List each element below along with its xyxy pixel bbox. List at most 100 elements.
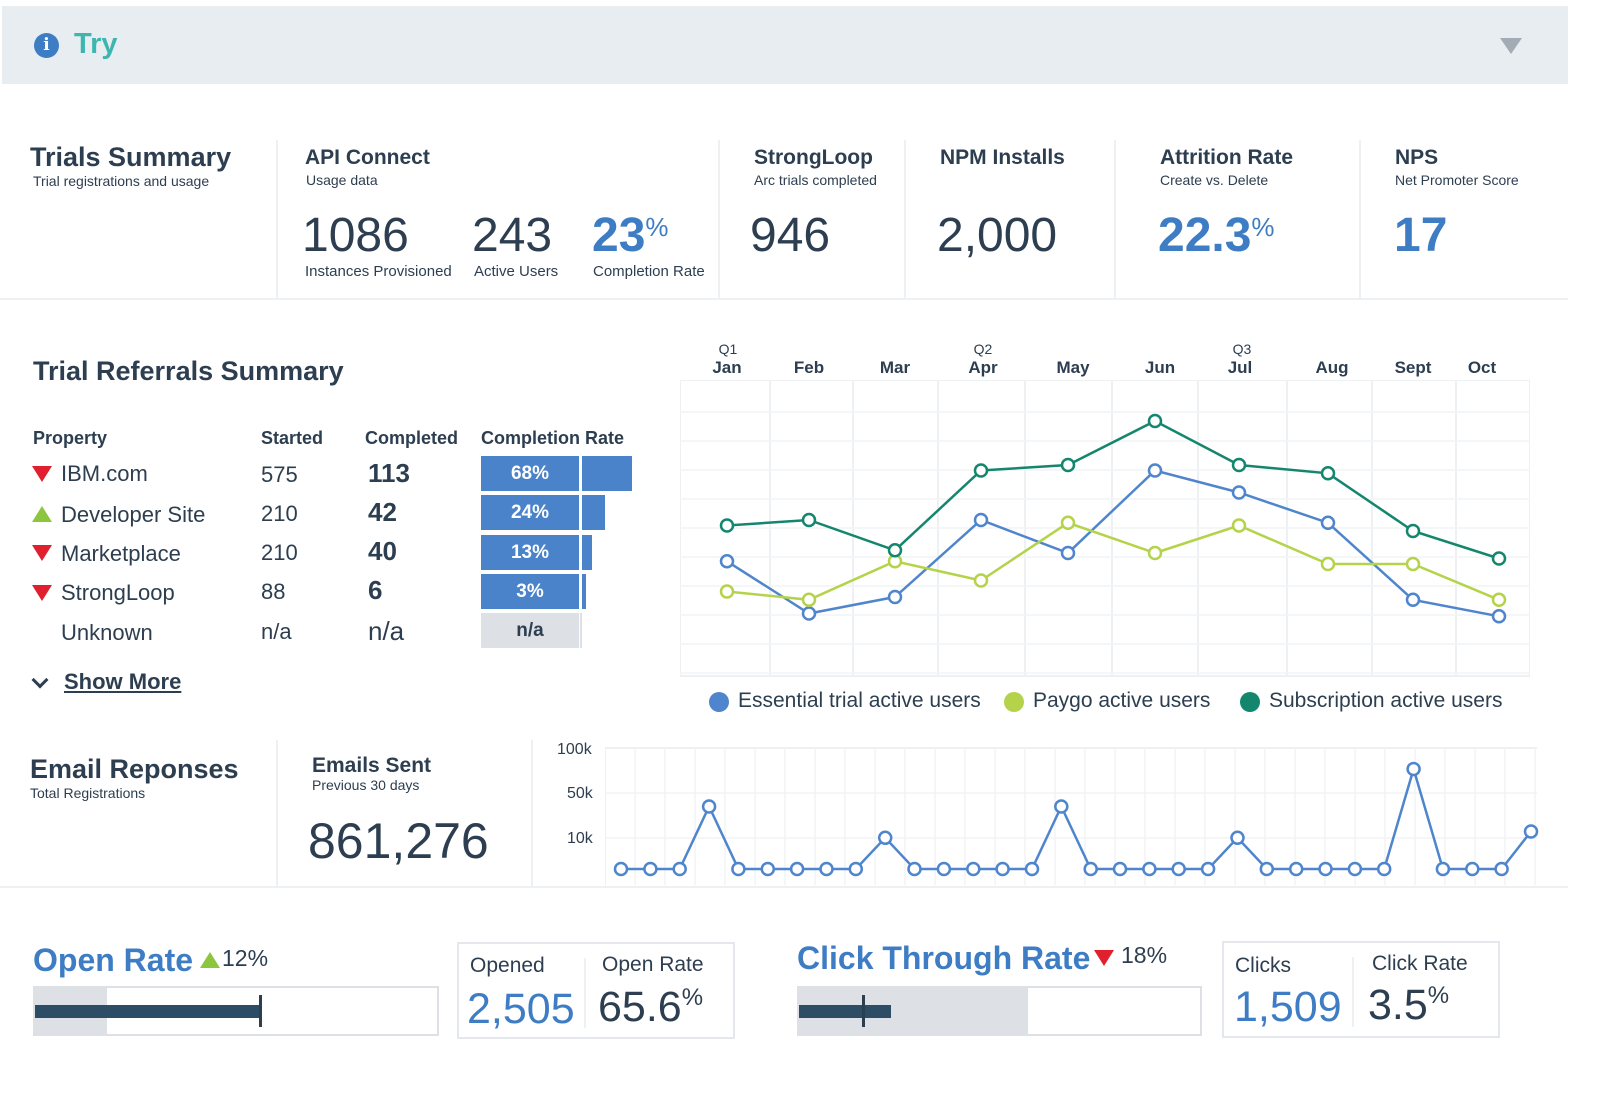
data-point-essential <box>1060 545 1076 561</box>
divider <box>1352 957 1354 1027</box>
property-name[interactable]: IBM.com <box>61 461 148 486</box>
npm-installs-title: NPM Installs <box>940 146 1065 169</box>
y-tick-label: 10k <box>567 830 593 847</box>
data-point-subscription <box>1491 551 1507 566</box>
data-point-emails <box>1435 861 1451 877</box>
data-point-emails <box>613 861 629 877</box>
completion-rate-label: 13% <box>481 535 579 570</box>
data-point-essential <box>719 554 735 569</box>
opened-label: Opened <box>470 954 545 977</box>
month-label: Jun <box>1144 358 1176 377</box>
open-rate-delta: 12% <box>222 945 269 971</box>
data-point-emails <box>1288 861 1304 877</box>
data-point-subscription <box>887 543 903 558</box>
completion-rate-label: Completion Rate <box>593 263 705 280</box>
chevron-down-icon[interactable] <box>31 671 49 689</box>
npm-installs-value: 2,000 <box>937 209 1058 262</box>
completion-rate-bar <box>582 495 605 530</box>
series-line-emails <box>621 764 1532 871</box>
y-tick-label: 50k <box>567 785 593 802</box>
month-label: Aug <box>1315 358 1349 377</box>
month-label: May <box>1056 358 1090 377</box>
trend-down-icon <box>1094 950 1114 966</box>
y-tick-label: 100k <box>557 741 592 758</box>
data-point-paygo <box>973 573 989 588</box>
completion-rate-bar <box>580 613 582 648</box>
data-point-emails <box>1142 861 1157 877</box>
bullet-target-marker <box>259 995 263 1027</box>
bullet-value-bar <box>35 1005 261 1018</box>
strongloop-title: StrongLoop <box>754 146 873 169</box>
data-point-emails <box>1259 861 1275 877</box>
completed-value: n/a <box>368 616 405 646</box>
app-title: Try <box>74 28 118 60</box>
column-header-started: Started <box>261 428 324 448</box>
data-point-emails <box>1024 861 1040 877</box>
started-value: 210 <box>261 501 298 526</box>
data-point-emails <box>848 861 864 877</box>
completion-rate-bar <box>582 535 592 570</box>
data-point-paygo <box>1231 518 1247 533</box>
strongloop-subtitle: Arc trials completed <box>754 172 877 188</box>
clicks-label: Clicks <box>1235 954 1291 977</box>
completion-rate-label: n/a <box>481 613 579 648</box>
click-rate-label: Click Rate <box>1372 952 1468 975</box>
data-point-paygo <box>1147 545 1163 561</box>
data-point-subscription <box>1405 523 1421 539</box>
clicks-value: 1,509 <box>1234 983 1342 1031</box>
data-point-subscription <box>1231 457 1247 473</box>
data-point-emails <box>877 830 893 846</box>
data-point-emails <box>1200 861 1216 877</box>
data-point-paygo <box>1060 515 1076 531</box>
legend-swatch-subscription <box>1240 692 1260 712</box>
property-name[interactable]: Unknown <box>61 620 153 645</box>
show-more-link[interactable]: Show More <box>64 669 182 694</box>
quarter-label: Q1 <box>718 341 738 357</box>
column-header-property: Property <box>33 428 108 448</box>
api-connect-subtitle: Usage data <box>306 172 378 188</box>
started-value: 88 <box>261 579 286 604</box>
trend-down-icon <box>32 545 52 561</box>
info-icon[interactable]: i <box>34 33 59 58</box>
data-point-emails <box>1406 761 1421 777</box>
divider <box>276 740 278 886</box>
completed-value: 113 <box>368 458 410 488</box>
series-line-essential <box>726 469 1500 618</box>
data-point-emails <box>907 861 922 877</box>
column-header-completed: Completed <box>365 428 459 448</box>
legend-swatch-paygo <box>1004 692 1024 712</box>
property-name[interactable]: Developer Site <box>61 502 206 527</box>
data-point-paygo <box>1320 556 1336 572</box>
completion-rate-bar <box>582 574 586 609</box>
attrition-rate-value: 22.3% <box>1158 209 1275 262</box>
legend-label-essential: Essential trial active users <box>738 689 981 712</box>
completion-rate-value: 23% <box>592 209 669 262</box>
divider <box>531 740 533 886</box>
quarter-label: Q2 <box>973 341 993 357</box>
data-point-emails <box>1376 861 1392 877</box>
data-point-emails <box>1230 830 1245 846</box>
column-header-completion-rate: Completion Rate <box>481 428 625 448</box>
divider <box>718 140 720 298</box>
data-point-emails <box>1112 861 1128 877</box>
month-label: Mar <box>879 358 911 377</box>
data-point-emails <box>966 861 981 877</box>
data-point-emails <box>1171 861 1186 877</box>
data-point-emails <box>1054 799 1069 814</box>
completed-value: 40 <box>368 536 397 566</box>
active-users-line-chart <box>680 380 1530 677</box>
data-point-emails <box>1494 861 1509 877</box>
chevron-down-icon[interactable] <box>1500 38 1522 54</box>
started-value: n/a <box>261 619 292 644</box>
property-name[interactable]: Marketplace <box>61 541 181 566</box>
data-point-essential <box>1231 485 1247 500</box>
divider <box>1114 140 1116 298</box>
data-point-subscription <box>1147 413 1163 429</box>
nps-value: 17 <box>1394 209 1448 262</box>
divider <box>1359 140 1361 298</box>
data-point-essential <box>887 589 903 605</box>
completion-rate-label: 3% <box>481 574 579 609</box>
month-label: Feb <box>793 358 825 377</box>
data-point-subscription <box>1320 466 1336 481</box>
property-name[interactable]: StrongLoop <box>61 580 175 605</box>
